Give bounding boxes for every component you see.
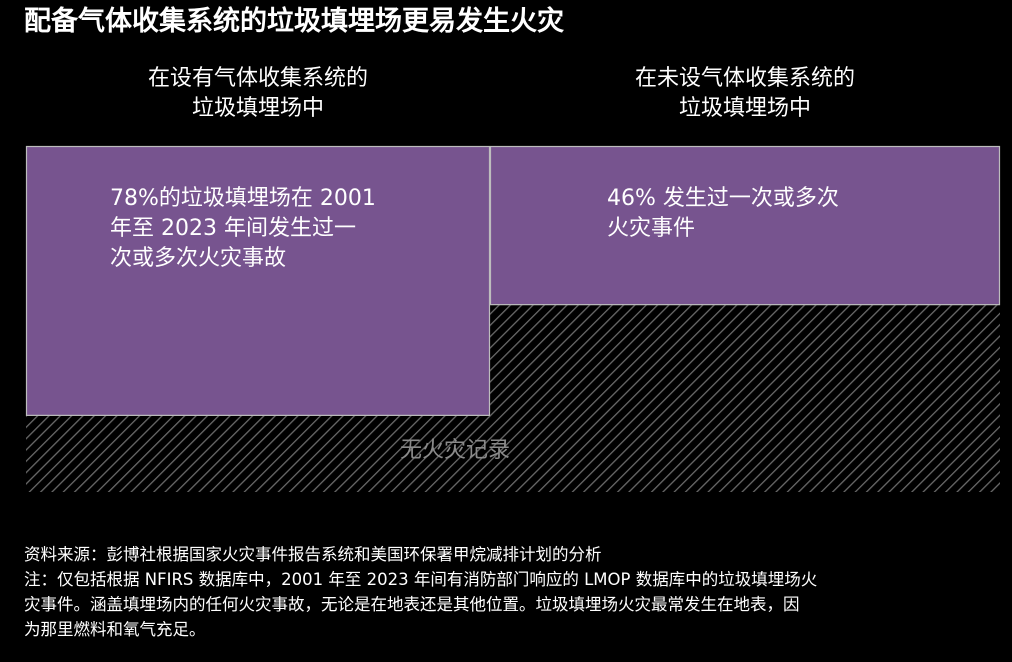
bar-label-line: 46% 发生过一次或多次 bbox=[607, 186, 839, 211]
footnote-line: 灾事件。涵盖填埋场内的任何火灾事故，无论是在地表还是其他位置。垃圾填埋场火灾最常… bbox=[24, 595, 800, 614]
bar-label-line: 年至 2023 年间发生过一 bbox=[110, 216, 356, 241]
bar-label-without-gas-collection: 46% 发生过一次或多次 火灾事件 bbox=[607, 184, 839, 244]
no-fire-segment-without-gas-collection bbox=[490, 305, 1000, 492]
column-header-line: 垃圾填埋场中 bbox=[191, 96, 324, 121]
column-header-with-gas-collection: 在设有气体收集系统的 垃圾填埋场中 bbox=[26, 64, 490, 124]
bar-label-with-gas-collection: 78%的垃圾填埋场在 2001 年至 2023 年间发生过一 次或多次火灾事故 bbox=[110, 184, 376, 274]
footnote-line: 为那里燃料和氧气充足。 bbox=[24, 620, 206, 639]
column-header-line: 在未设气体收集系统的 bbox=[634, 66, 855, 91]
column-header-without-gas-collection: 在未设气体收集系统的 垃圾填埋场中 bbox=[490, 64, 1000, 124]
column-header-line: 在设有气体收集系统的 bbox=[147, 66, 368, 91]
bar-label-line: 次或多次火灾事故 bbox=[110, 246, 287, 271]
footnote-line: 注：仅包括根据 NFIRS 数据库中，2001 年至 2023 年间有消防部门响… bbox=[24, 570, 818, 589]
column-header-line: 垃圾填埋场中 bbox=[678, 96, 811, 121]
source-note: 资料来源：彭博社根据国家火灾事件报告系统和美国环保署甲烷减排计划的分析 bbox=[24, 545, 602, 564]
fire-segment-without-gas-collection bbox=[489, 145, 1001, 306]
bar-label-line: 火灾事件 bbox=[607, 216, 696, 241]
no-fire-segment-with-gas-collection bbox=[26, 415, 490, 492]
chart-notes: 资料来源：彭博社根据国家火灾事件报告系统和美国环保署甲烷减排计划的分析 注：仅包… bbox=[24, 542, 1012, 642]
bar-label-line: 78%的垃圾填埋场在 2001 bbox=[110, 186, 376, 211]
no-fire-record-label: 无火灾记录 bbox=[400, 438, 511, 463]
fire-segment-with-gas-collection bbox=[25, 145, 491, 416]
chart-title: 配备气体收集系统的垃圾填埋场更易发生火灾 bbox=[24, 6, 564, 37]
